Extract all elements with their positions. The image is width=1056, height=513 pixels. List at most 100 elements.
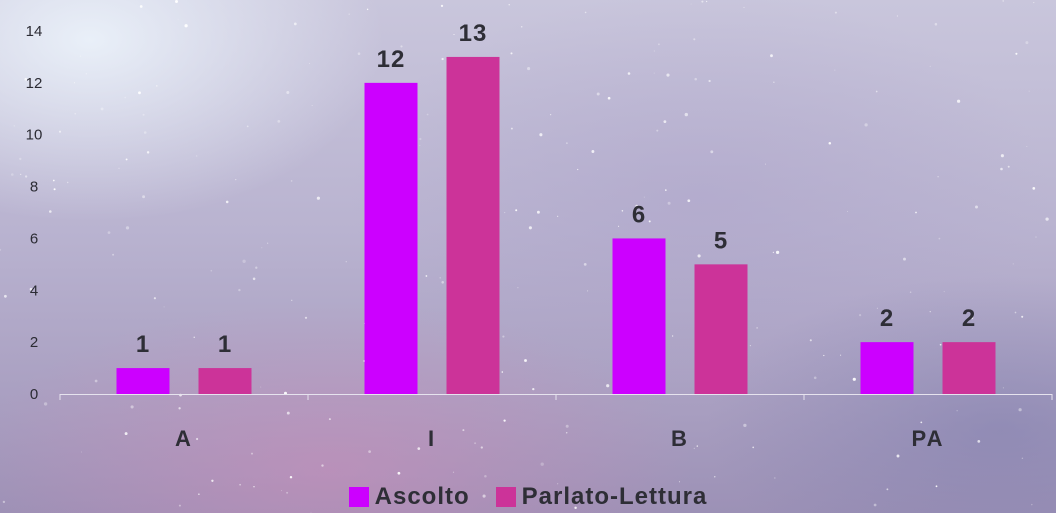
star	[770, 54, 773, 58]
star	[24, 175, 28, 178]
star	[524, 359, 527, 362]
star	[1015, 52, 1018, 55]
star	[286, 411, 290, 415]
star	[100, 107, 104, 111]
star	[178, 407, 181, 410]
y-tick-label: 2	[30, 334, 38, 351]
star	[277, 120, 281, 123]
star	[565, 424, 569, 428]
star	[502, 335, 505, 338]
star	[607, 96, 611, 100]
star	[515, 209, 518, 212]
y-tick-label: 4	[30, 282, 38, 299]
star	[657, 43, 660, 46]
star	[1026, 145, 1028, 148]
star	[765, 163, 766, 165]
star	[196, 437, 199, 441]
bar	[116, 368, 170, 394]
star	[29, 287, 33, 291]
star	[749, 345, 751, 347]
star	[480, 446, 483, 449]
bar	[364, 82, 418, 394]
star	[1000, 154, 1004, 158]
star	[281, 490, 283, 492]
star	[239, 483, 241, 486]
bar	[694, 264, 748, 394]
star	[304, 316, 308, 319]
star	[143, 131, 147, 134]
star	[368, 450, 371, 453]
star	[242, 259, 246, 263]
star	[663, 120, 667, 124]
star	[321, 464, 324, 467]
star	[419, 145, 421, 147]
star	[627, 72, 631, 75]
star	[584, 11, 587, 14]
x-tick-label: I	[428, 426, 436, 451]
star	[1025, 41, 1029, 45]
star	[503, 419, 506, 422]
star	[124, 96, 127, 99]
star	[823, 354, 825, 357]
bars	[116, 56, 996, 395]
star	[13, 125, 15, 127]
star	[58, 130, 62, 133]
y-tick-label: 10	[26, 127, 43, 144]
star	[49, 210, 52, 213]
legend: Ascolto Parlato-Lettura	[0, 482, 1056, 512]
star	[938, 237, 941, 240]
star	[439, 277, 441, 279]
star	[939, 343, 942, 346]
star	[756, 327, 758, 329]
star	[210, 269, 213, 272]
star	[1014, 311, 1017, 314]
star	[253, 485, 255, 488]
star	[463, 37, 467, 41]
star	[225, 200, 229, 204]
star	[834, 69, 836, 71]
data-label: 6	[632, 201, 646, 228]
star	[915, 211, 917, 214]
star	[177, 18, 179, 20]
legend-label-ascolto: Ascolto	[374, 483, 470, 510]
star	[834, 11, 837, 14]
star	[484, 474, 487, 478]
star	[211, 479, 214, 482]
star	[235, 178, 237, 181]
star	[0, 248, 2, 251]
star	[74, 113, 76, 115]
star	[348, 13, 350, 15]
star	[291, 299, 293, 301]
star	[400, 45, 403, 48]
star	[621, 210, 624, 212]
star	[2, 500, 6, 504]
star	[653, 50, 655, 52]
star	[520, 25, 523, 28]
star	[250, 452, 254, 455]
star	[773, 81, 775, 83]
data-label: 1	[136, 331, 150, 358]
star	[345, 261, 347, 263]
data-label: 12	[377, 46, 406, 73]
star	[687, 199, 691, 203]
star	[1012, 263, 1014, 265]
star	[977, 440, 981, 443]
star	[510, 52, 513, 55]
legend-item-parlato-lettura: Parlato-Lettura	[495, 483, 708, 511]
star	[504, 212, 506, 214]
star	[453, 33, 455, 36]
star	[577, 168, 579, 171]
star	[896, 15, 898, 17]
star	[267, 242, 269, 244]
star	[124, 432, 128, 436]
star	[864, 123, 868, 127]
star	[43, 402, 48, 406]
star	[809, 339, 812, 342]
star	[886, 488, 889, 491]
star	[666, 73, 670, 77]
star	[24, 77, 28, 81]
star	[501, 371, 504, 373]
star	[10, 173, 14, 176]
star	[163, 306, 165, 308]
star	[94, 379, 98, 383]
